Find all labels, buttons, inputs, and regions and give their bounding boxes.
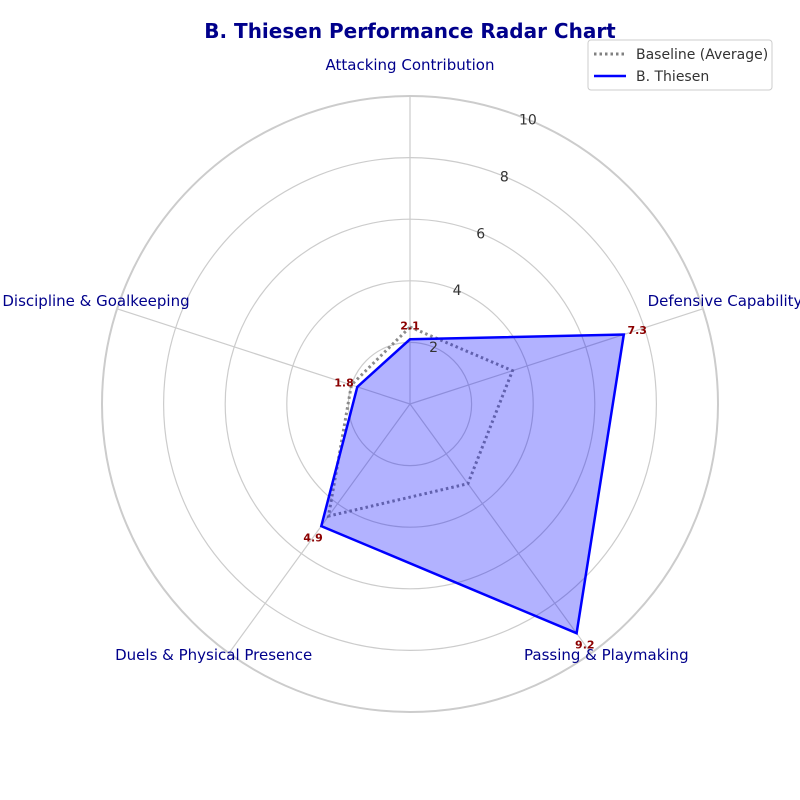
radial-tick-label: 4 (453, 283, 462, 299)
radial-tick-label: 2 (429, 340, 438, 356)
spoke-line (409, 308, 704, 405)
data-value-label: 4.9 (303, 531, 323, 544)
data-value-label: 9.2 (575, 639, 595, 652)
label-layer: 2 4 6 8 10 Attacking Contribution Defensive Ca… (2, 56, 800, 664)
data-value-label: 7.3 (627, 324, 647, 337)
category-label: Passing & Playmaking (524, 646, 689, 664)
spoke-line (228, 403, 411, 654)
legend: Baseline (Average) B. Thiesen (587, 39, 773, 91)
polar-grid (101, 95, 719, 713)
spoke-line (409, 403, 592, 654)
radial-tick-label: 6 (476, 226, 485, 242)
legend-label-player: B. Thiesen (636, 69, 709, 85)
chart-title: B. Thiesen Performance Radar Chart (204, 19, 616, 43)
series-player-polygon (319, 333, 626, 635)
category-label: Duels & Physical Presence (115, 646, 312, 664)
radial-tick-label: 10 (519, 112, 537, 128)
series-layer (319, 325, 626, 635)
radial-tick-label: 8 (500, 169, 509, 185)
category-label: Defensive Capability (648, 292, 800, 310)
category-label: Discipline & Goalkeeping (2, 292, 189, 310)
data-value-label: 2.1 (400, 319, 420, 332)
category-label: Attacking Contribution (326, 56, 495, 74)
spoke-line (116, 308, 411, 405)
legend-label-baseline: Baseline (Average) (636, 47, 768, 63)
legend-box (587, 39, 773, 91)
data-value-label: 1.8 (334, 377, 354, 390)
series-baseline-polygon (326, 325, 515, 519)
